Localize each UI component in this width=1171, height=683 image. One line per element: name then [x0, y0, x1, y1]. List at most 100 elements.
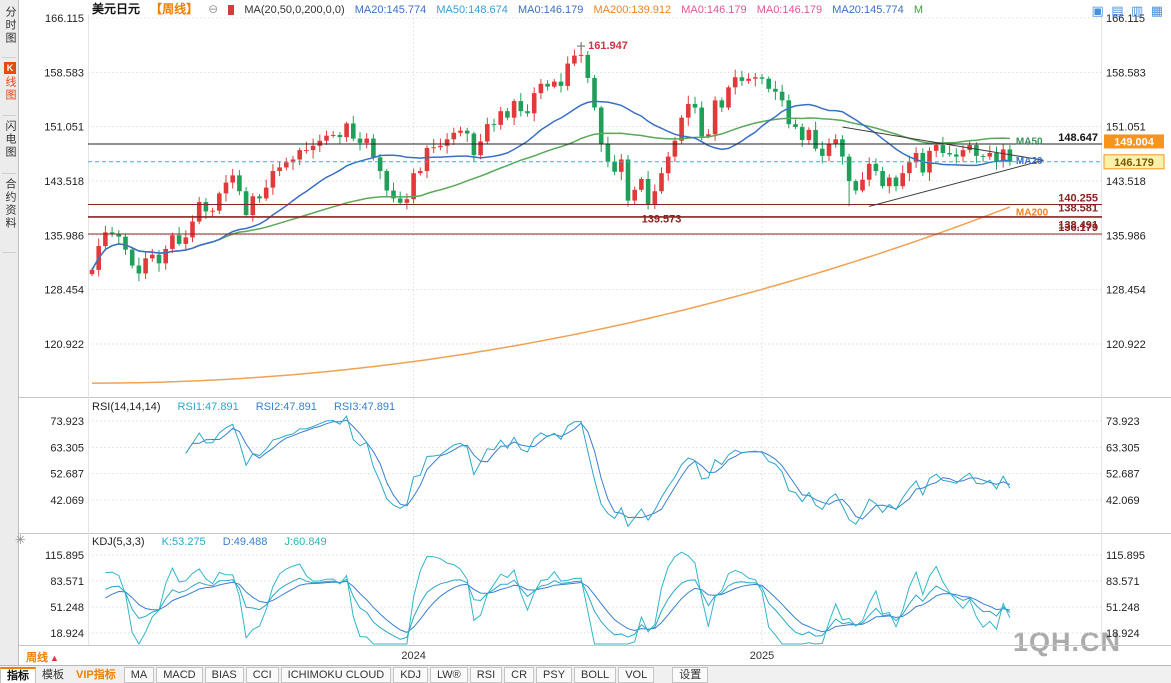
svg-text:139.573: 139.573 — [642, 213, 682, 225]
layout-split2-icon[interactable]: ▤ — [1111, 3, 1124, 18]
svg-text:158.583: 158.583 — [44, 67, 84, 79]
toolbar-button-settings[interactable]: 设置 — [672, 667, 709, 683]
toolbar-button-boll[interactable]: BOLL — [574, 667, 617, 683]
svg-text:140.255: 140.255 — [1058, 193, 1098, 205]
kline-label-rest: 线图 — [4, 76, 16, 102]
period-selector-label: 周线 — [26, 652, 48, 664]
svg-text:18.924: 18.924 — [1106, 628, 1140, 640]
sidebar-divider — [2, 252, 16, 253]
svg-text:63.305: 63.305 — [1106, 442, 1140, 454]
candle-style-icon[interactable] — [228, 5, 235, 16]
svg-text:136.179: 136.179 — [1058, 222, 1098, 234]
svg-text:161.947: 161.947 — [588, 40, 628, 52]
svg-text:148.647: 148.647 — [1058, 132, 1098, 144]
toolbar-button-psy[interactable]: PSY — [536, 667, 573, 683]
sidebar-item-lightning[interactable]: 闪电图 — [4, 120, 16, 159]
svg-text:MA200: MA200 — [1016, 207, 1049, 218]
svg-text:135.986: 135.986 — [44, 230, 84, 242]
svg-text:166.115: 166.115 — [1106, 13, 1145, 25]
sidebar-item-timeshare[interactable]: 分时图 — [4, 6, 16, 45]
svg-text:135.986: 135.986 — [1106, 230, 1146, 242]
ma0-value-2: MA0:146.179 — [681, 4, 747, 16]
toolbar-button-rsi[interactable]: RSI — [469, 667, 503, 683]
chart-header: 美元日元 【周线】 ⊖ MA(20,50,0,200,0,0) MA20:145… — [92, 2, 930, 16]
svg-text:146.179: 146.179 — [1114, 157, 1154, 169]
svg-text:83.571: 83.571 — [1106, 576, 1140, 588]
kdj-k-value: K:53.275 — [161, 536, 206, 548]
svg-text:42.069: 42.069 — [1106, 495, 1140, 507]
svg-text:115.895: 115.895 — [1106, 550, 1145, 562]
ma-m-value: M — [913, 4, 923, 16]
svg-text:2025: 2025 — [750, 650, 774, 662]
ma-formula[interactable]: MA(20,50,0,200,0,0) — [244, 4, 345, 16]
toolbar-button-bias[interactable]: BIAS — [204, 667, 244, 683]
svg-text:151.051: 151.051 — [1106, 122, 1146, 134]
indicator-star-icon[interactable]: ✳ — [15, 532, 26, 547]
period-selector[interactable]: 周线 ▲ — [26, 649, 59, 665]
sidebar-item-kline[interactable]: K 线图 — [0, 62, 18, 102]
svg-text:18.924: 18.924 — [50, 628, 84, 640]
svg-text:143.518: 143.518 — [1106, 176, 1146, 188]
toolbar-button-ichimoku-cloud[interactable]: ICHIMOKU CLOUD — [280, 667, 392, 683]
ma20-value-2: MA20:145.774 — [832, 4, 904, 16]
watermark: 1QH.CN — [1013, 627, 1122, 657]
ma200-value: MA200:139.912 — [593, 4, 672, 16]
svg-text:MA50: MA50 — [1016, 137, 1043, 148]
svg-text:73.923: 73.923 — [50, 416, 84, 428]
svg-text:63.305: 63.305 — [50, 442, 84, 454]
rsi1-value: RSI1:47.891 — [177, 401, 239, 413]
ma0-value-1: MA0:146.179 — [517, 4, 584, 16]
svg-text:149.004: 149.004 — [1114, 136, 1155, 148]
symbol-name: 美元日元 — [92, 2, 141, 16]
sidebar-divider — [2, 173, 16, 174]
toolbar-tab-template[interactable]: 模板 — [42, 669, 64, 681]
svg-text:166.115: 166.115 — [45, 13, 84, 25]
kdj-d-value: D:49.488 — [222, 536, 268, 548]
ma20-value: MA20:145.774 — [354, 4, 427, 16]
layout-split3-icon[interactable]: ▥ — [1130, 3, 1144, 18]
svg-text:51.248: 51.248 — [50, 602, 84, 614]
arrow-up-icon: ▲ — [50, 653, 59, 663]
toolbar-button-lwr[interactable]: LW® — [430, 667, 468, 683]
toolbar-button-vol[interactable]: VOL — [618, 667, 655, 683]
svg-text:52.687: 52.687 — [50, 469, 84, 481]
toolbar-button-kdj[interactable]: KDJ — [393, 667, 428, 683]
layout-icon-group: ▣ ▤ ▥ ▦ — [1088, 2, 1163, 20]
toolbar-button-cr[interactable]: CR — [504, 667, 535, 683]
svg-text:128.454: 128.454 — [1106, 285, 1146, 297]
kdj-header: KDJ(5,3,3) K:53.275 D:49.488 J:60.849 — [92, 536, 341, 548]
svg-text:51.248: 51.248 — [1106, 602, 1140, 614]
svg-text:128.454: 128.454 — [44, 285, 84, 297]
layout-grid-icon[interactable]: ▦ — [1150, 3, 1163, 18]
kline-active-badge: K — [4, 62, 16, 74]
svg-text:138.581: 138.581 — [1058, 203, 1098, 215]
toolbar-button-cci[interactable]: CCI — [245, 667, 279, 683]
ma50-value: MA50:148.674 — [436, 4, 508, 16]
toolbar-button-macd[interactable]: MACD — [156, 667, 203, 683]
toolbar-tab-vip-indicator[interactable]: VIP指标 — [76, 669, 116, 681]
layout-single-icon[interactable]: ▣ — [1091, 3, 1104, 18]
toolbar-button-ma[interactable]: MA — [123, 667, 155, 683]
svg-text:MA20: MA20 — [1016, 156, 1043, 167]
rsi3-value: RSI3:47.891 — [333, 401, 396, 413]
left-sidebar: 分时图 K 线图 闪电图 合约资料 — [0, 0, 19, 665]
svg-text:115.895: 115.895 — [45, 550, 84, 562]
kdj-formula[interactable]: KDJ(5,3,3) — [92, 536, 145, 548]
toolbar-tab-indicator[interactable]: 指标 — [0, 667, 36, 683]
svg-text:138.491: 138.491 — [1058, 219, 1098, 231]
svg-text:83.571: 83.571 — [50, 576, 84, 588]
rsi2-value: RSI2:47.891 — [255, 401, 317, 413]
kdj-j-value: J:60.849 — [284, 536, 327, 548]
bottom-toolbar: 指标 模板 VIP指标 MA MACD BIAS CCI ICHIMOKU CL… — [0, 665, 1171, 683]
svg-text:73.923: 73.923 — [1106, 416, 1140, 428]
svg-text:2024: 2024 — [401, 650, 425, 662]
rsi-header: RSI(14,14,14) RSI1:47.891 RSI2:47.891 RS… — [92, 401, 409, 413]
rsi-formula[interactable]: RSI(14,14,14) — [92, 401, 161, 413]
period-label[interactable]: 【周线】 — [150, 2, 199, 16]
sidebar-item-contract-info[interactable]: 合约资料 — [4, 178, 16, 230]
collapse-icon[interactable]: ⊖ — [208, 2, 219, 16]
svg-text:158.583: 158.583 — [1106, 67, 1146, 79]
sidebar-divider — [2, 57, 16, 58]
